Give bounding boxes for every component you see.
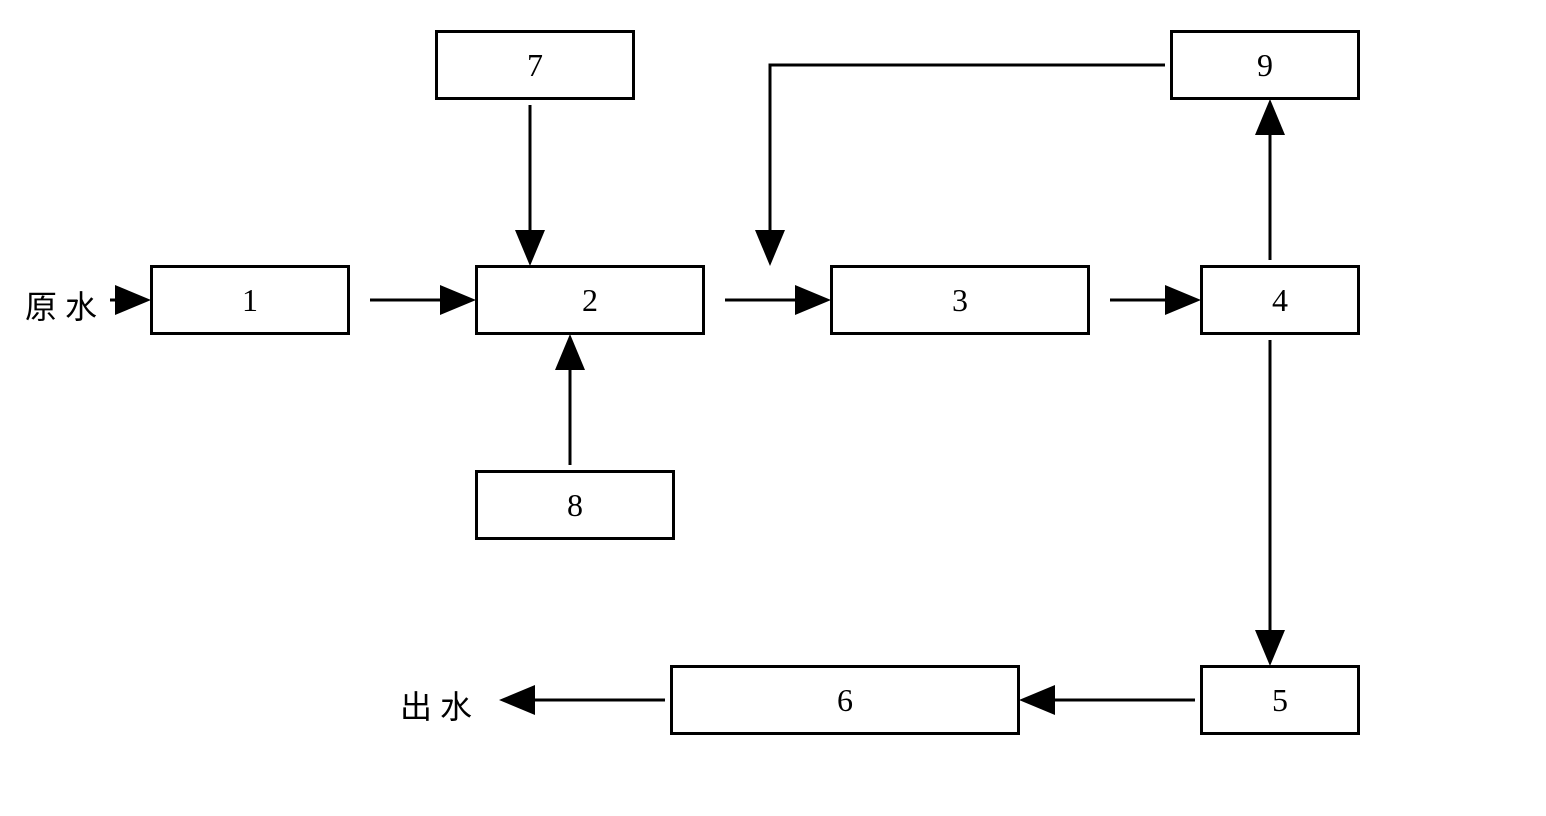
- node-5: 5: [1200, 665, 1360, 735]
- node-1-label: 1: [242, 282, 258, 319]
- node-6-label: 6: [837, 682, 853, 719]
- node-7-label: 7: [527, 47, 543, 84]
- node-3: 3: [830, 265, 1090, 335]
- node-6: 6: [670, 665, 1020, 735]
- node-2: 2: [475, 265, 705, 335]
- node-8-label: 8: [567, 487, 583, 524]
- node-4: 4: [1200, 265, 1360, 335]
- node-9: 9: [1170, 30, 1360, 100]
- node-9-label: 9: [1257, 47, 1273, 84]
- node-5-label: 5: [1272, 682, 1288, 719]
- node-1: 1: [150, 265, 350, 335]
- node-2-label: 2: [582, 282, 598, 319]
- node-8: 8: [475, 470, 675, 540]
- node-7: 7: [435, 30, 635, 100]
- output-label: 出 水: [400, 682, 472, 728]
- input-label: 原 水: [25, 282, 97, 328]
- node-3-label: 3: [952, 282, 968, 319]
- node-4-label: 4: [1272, 282, 1288, 319]
